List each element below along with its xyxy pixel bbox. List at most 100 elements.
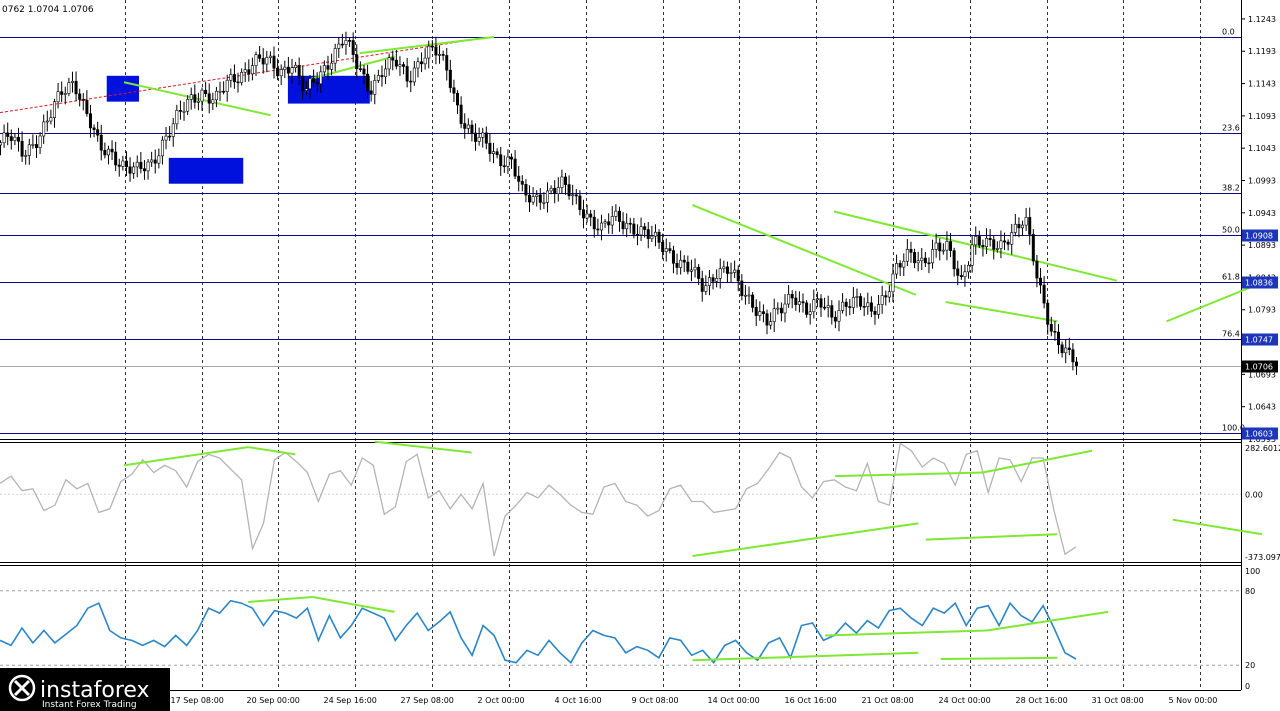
instaforex-watermark: instaforex Instant Forex Trading <box>0 668 170 711</box>
fib-price-tag <box>1242 229 1278 242</box>
candle-body <box>250 65 254 75</box>
candle-body <box>855 296 859 298</box>
candle-body <box>761 311 765 314</box>
rsi-divergence-line <box>940 656 1058 660</box>
candle-body <box>700 278 704 292</box>
candle-body <box>610 216 614 226</box>
candle-body <box>9 136 13 141</box>
candle-body <box>581 209 585 219</box>
fib-level-label: 100.0 <box>1222 424 1245 433</box>
candle-body <box>60 91 64 95</box>
candle-body <box>492 151 496 154</box>
candle-body <box>920 257 924 262</box>
candle-body <box>49 117 53 122</box>
candle-body <box>96 129 100 136</box>
candle-body <box>859 296 863 307</box>
candle-body <box>394 59 398 67</box>
candle-body <box>430 45 434 48</box>
candle-body <box>664 248 668 252</box>
candle-body <box>740 280 744 297</box>
candle-body <box>963 271 967 278</box>
candle-body <box>164 135 168 141</box>
candle-body <box>211 99 215 104</box>
candle-body <box>157 155 161 164</box>
candle-body <box>542 202 546 204</box>
candle-body <box>106 148 110 156</box>
candle-body <box>1039 277 1043 286</box>
candle-body <box>477 136 481 142</box>
candle-body <box>553 187 557 194</box>
candle-body <box>841 301 845 311</box>
candle-body <box>938 242 942 252</box>
candle-body <box>470 124 474 134</box>
watermark-tagline: Instant Forex Trading <box>42 700 137 710</box>
candle-body <box>1010 232 1014 245</box>
candle-body <box>823 306 827 309</box>
candle-body <box>787 294 791 305</box>
time-tick-label: 4 Oct 16:00 <box>555 696 602 705</box>
candle-body <box>905 249 909 262</box>
candle-body <box>171 123 175 137</box>
candle-body <box>0 142 3 146</box>
candle-body <box>124 160 128 168</box>
rsi-tick-label: 20 <box>1245 661 1255 670</box>
candle-body <box>1035 260 1039 279</box>
candle-body <box>880 295 884 305</box>
cci-divergences <box>123 440 1263 557</box>
price-tick-label: 1.1243 <box>1248 15 1276 24</box>
candle-body <box>844 301 848 307</box>
candle-body <box>945 241 949 251</box>
candle-body <box>376 75 380 81</box>
candle-body <box>866 302 870 307</box>
candle-body <box>693 266 697 271</box>
candle-body <box>1057 331 1061 346</box>
rsi-tick-label: 0 <box>1245 682 1250 691</box>
fib-price-tag-text: 1.0747 <box>1245 336 1273 345</box>
candle-body <box>222 90 226 93</box>
candle-body <box>178 110 182 112</box>
candle-body <box>538 194 542 203</box>
candle-body <box>981 245 985 247</box>
candle-body <box>445 55 449 71</box>
candle-body <box>434 46 438 56</box>
rsi-divergence-line <box>312 596 395 613</box>
candle-body <box>1064 347 1068 354</box>
cci-tick-label: -373.0978 <box>1245 553 1280 562</box>
candle-body <box>499 154 503 167</box>
candle-body <box>513 158 517 177</box>
current-price-tag <box>1242 360 1278 373</box>
candle-body <box>452 87 456 94</box>
fib-price-tag-text: 1.0836 <box>1245 279 1273 288</box>
candle-body <box>254 54 258 66</box>
rsi-axis: 100 80 20 0 <box>1245 567 1260 691</box>
rsi-divergence-line <box>692 651 919 662</box>
candle-body <box>589 213 593 218</box>
candle-body <box>909 249 913 253</box>
candle-body <box>268 55 272 58</box>
candle-body <box>261 58 265 65</box>
rsi-series-line <box>0 599 1077 665</box>
time-tick-label: 21 Oct 08:00 <box>862 696 914 705</box>
candle-body <box>1060 344 1064 354</box>
candle-body <box>6 132 10 137</box>
time-tick-label: 31 Oct 08:00 <box>1092 696 1144 705</box>
candle-body <box>754 307 758 316</box>
candle-body <box>304 88 308 91</box>
candle-body <box>182 110 186 113</box>
time-tick-label: 16 Oct 16:00 <box>785 696 837 705</box>
candle-body <box>31 144 35 146</box>
candle-body <box>344 40 348 45</box>
candle-body <box>1046 302 1050 325</box>
price-axis: 1.1243 1.1193 1.1143 1.1093 1.1043 1.0993 1.09… <box>1241 15 1276 444</box>
candle-body <box>380 75 384 78</box>
candle-body <box>286 66 290 74</box>
watermark-brand: instaforex <box>40 678 150 703</box>
candle-body <box>92 127 96 130</box>
cci-axis: 282.6012 0.00 -373.0978 <box>1245 444 1280 562</box>
time-tick-label: 2 Oct 00:00 <box>478 696 525 705</box>
cci-divergence-line <box>692 522 919 557</box>
candle-body <box>585 213 589 219</box>
vertical-grid <box>125 0 1201 690</box>
price-tick-label: 1.1093 <box>1248 112 1276 121</box>
cci-divergence-line <box>374 440 472 454</box>
